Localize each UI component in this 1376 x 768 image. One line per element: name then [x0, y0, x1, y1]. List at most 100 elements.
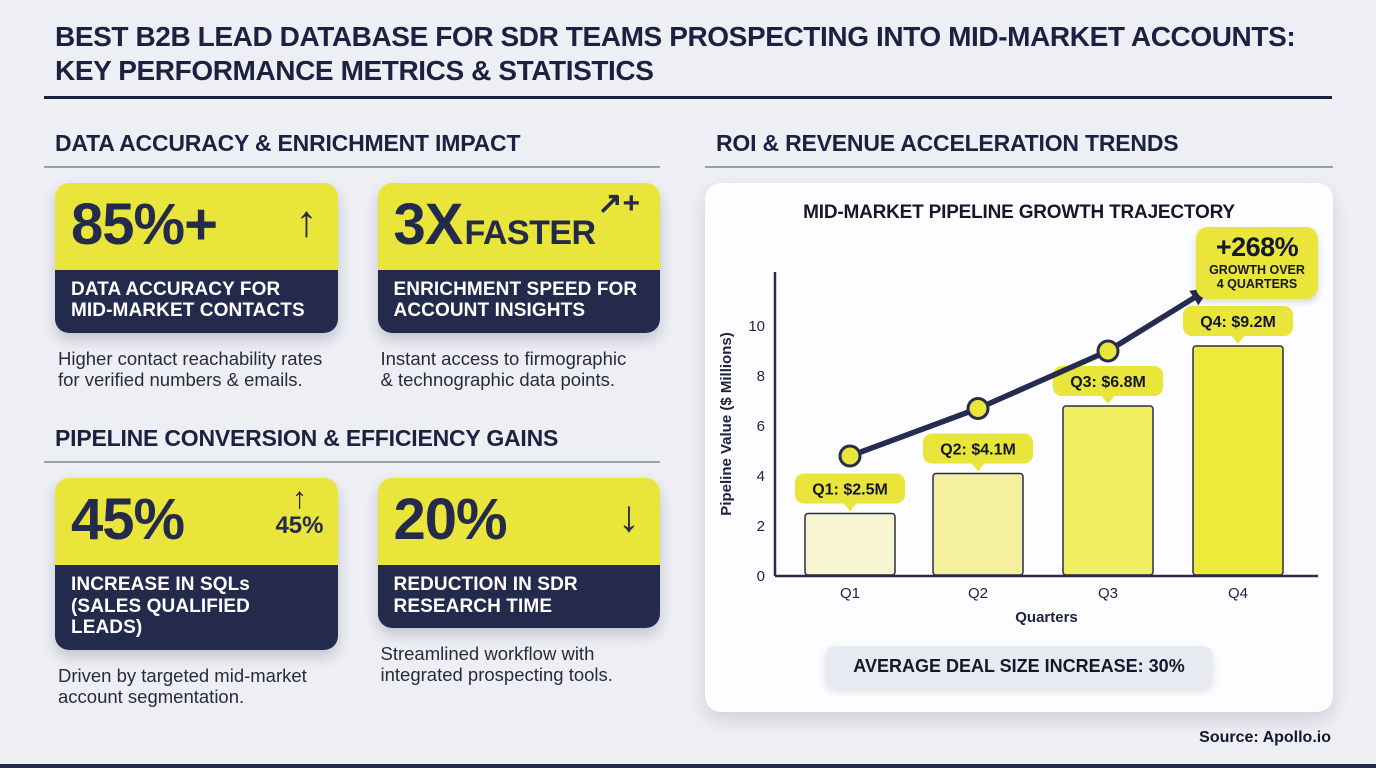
bar-q4 [1192, 345, 1284, 576]
desc-line2: & technographic data points. [380, 369, 616, 391]
section-heading-pipeline-conversion: PIPELINE CONVERSION & EFFICIENCY GAINS [55, 425, 559, 452]
page-title: BEST B2B LEAD DATABASE FOR SDR TEAMS PRO… [55, 20, 1345, 87]
left-column: DATA ACCURACY & ENRICHMENT IMPACT 85%+ ↑… [44, 128, 660, 707]
section-heading-data-accuracy: DATA ACCURACY & ENRICHMENT IMPACT [55, 130, 521, 156]
y-tick-label: 8 [757, 368, 765, 385]
stat-card-data-accuracy: 85%+ ↑ DATA ACCURACY FOR MID-MARKET CONT… [55, 183, 338, 333]
bubble-tail [1101, 395, 1115, 404]
bar-value-bubble-q1 [794, 473, 906, 504]
chart-panel: 0 2 4 6 8 10 Pipeline Value ($ Millions) Q1 Q1: … [705, 183, 1333, 712]
stat-label-line1: REDUCTION IN SDR [393, 574, 578, 596]
section-divider [44, 166, 660, 168]
card-cell-sql-increase: 45% ↑ 45% INCREASE IN SQLs (SALES QUALIF… [55, 478, 338, 707]
stat-card-top: 3XFASTER ↗+ [377, 183, 660, 270]
stat-card-description: Higher contact reachability rates for ve… [58, 348, 338, 390]
stat-card-label: DATA ACCURACY FOR MID-MARKET CONTACTS [55, 270, 338, 333]
y-tick-label: 0 [757, 568, 765, 585]
stat-label-line2: ACCOUNT INSIGHTS [393, 300, 586, 322]
x-tick-label: Q4 [1228, 585, 1248, 602]
stat-value-suffix: FASTER [464, 214, 596, 252]
stat-value: 3X [393, 192, 464, 257]
stat-card-label: REDUCTION IN SDR RESEARCH TIME [377, 565, 660, 629]
chart-title: MID-MARKET PIPELINE GROWTH TRAJECTORY [803, 202, 1235, 223]
desc-line1: Streamlined workflow with [380, 643, 595, 665]
arrow-up-icon: ↑ [295, 197, 318, 246]
stat-label-line1: INCREASE IN SQLs [71, 574, 250, 596]
y-tick-label: 10 [748, 318, 765, 335]
growth-callout: +268% GROWTH OVER 4 QUARTERS [1196, 227, 1318, 299]
stat-card-enrichment-speed: 3XFASTER ↗+ ENRICHMENT SPEED FOR ACCOUNT… [377, 183, 660, 333]
trend-marker-q1 [838, 444, 862, 468]
page-title-line1: BEST B2B LEAD DATABASE FOR SDR TEAMS PRO… [55, 21, 1296, 52]
bar-value-label: Q1: $2.5M [812, 482, 888, 499]
stat-card-label: INCREASE IN SQLs (SALES QUALIFIED LEADS) [55, 565, 338, 650]
stat-value: 45% [71, 487, 185, 553]
trend-marker-q2 [966, 397, 990, 420]
stat-label-line2: MID-MARKET CONTACTS [71, 300, 305, 322]
title-divider [44, 96, 1332, 99]
bubble-tail [1231, 335, 1245, 344]
arrow-glyph: ↑ [291, 482, 307, 516]
card-cell-research-time: 20% ↓ REDUCTION IN SDR RESEARCH TIME Str… [377, 478, 661, 707]
y-tick-label: 2 [757, 518, 765, 535]
section-data-accuracy: DATA ACCURACY & ENRICHMENT IMPACT 85%+ ↑… [44, 130, 660, 390]
x-tick-label: Q3 [1098, 585, 1118, 602]
card-cell-data-accuracy: 85%+ ↑ DATA ACCURACY FOR MID-MARKET CONT… [55, 183, 338, 390]
stat-label-line1: DATA ACCURACY FOR [71, 279, 281, 300]
bubble-tail [971, 462, 985, 472]
desc-line1: Driven by targeted mid-market [58, 664, 307, 686]
bar-value-label: Q4: $9.2M [1200, 314, 1276, 331]
bubble-tail [843, 502, 857, 512]
x-tick-label: Q1 [840, 585, 860, 602]
stat-card-research-time: 20% ↓ REDUCTION IN SDR RESEARCH TIME [377, 478, 660, 629]
deal-size-banner: AVERAGE DEAL SIZE INCREASE: 30% [825, 646, 1213, 687]
desc-line1: Instant access to firmographic [380, 347, 627, 369]
source-attribution: Source: Apollo.io [1199, 729, 1331, 746]
bar-q1 [804, 512, 896, 576]
y-tick-label: 6 [757, 418, 765, 435]
callout-line1: GROWTH OVER [1209, 263, 1305, 277]
stat-card-description: Driven by targeted mid-market account se… [58, 665, 338, 707]
stat-label-line2: (SALES QUALIFIED LEADS) [71, 595, 250, 639]
x-tick-label: Q2 [968, 585, 988, 602]
stat-card-sql-increase: 45% ↑ 45% INCREASE IN SQLs (SALES QUALIF… [55, 478, 338, 650]
stat-card-top: 45% ↑ 45% [55, 478, 338, 566]
section-heading-roi: ROI & REVENUE ACCELERATION TRENDS [716, 130, 1179, 156]
arrow-up-icon: ↑ 45% [275, 484, 323, 538]
growth-callout-value: +268% [1215, 232, 1299, 262]
bar-q3 [1062, 405, 1154, 576]
callout-line2: 4 QUARTERS [1216, 277, 1298, 292]
pipeline-growth-chart: 0 2 4 6 8 10 Pipeline Value ($ Millions) Q1 Q1: … [718, 272, 1318, 626]
bar-value-bubble-q3 [1052, 366, 1164, 396]
stat-card-top: 20% ↓ [377, 478, 660, 566]
trend-line [847, 291, 1203, 459]
card-cell-enrichment-speed: 3XFASTER ↗+ ENRICHMENT SPEED FOR ACCOUNT… [377, 183, 661, 390]
stat-card-label: ENRICHMENT SPEED FOR ACCOUNT INSIGHTS [377, 270, 660, 333]
section-divider [44, 461, 660, 464]
y-axis-label: Pipeline Value ($ Millions) [718, 332, 735, 515]
desc-line2: account segmentation. [58, 685, 245, 707]
desc-line2: for verified numbers & emails. [58, 369, 303, 391]
stat-card-description: Instant access to firmographic & technog… [381, 348, 661, 390]
growth-callout-caption: GROWTH OVER 4 QUARTERS [1200, 263, 1314, 292]
stat-card-top: 85%+ ↑ [55, 183, 338, 270]
bar-value-bubble-q4 [1182, 306, 1294, 336]
bar-value-label: Q3: $6.8M [1070, 374, 1146, 391]
trend-marker-q3 [1096, 339, 1120, 363]
right-column: ROI & REVENUE ACCELERATION TRENDS 0 2 4 6 8 1… [705, 128, 1333, 747]
section-pipeline-conversion: PIPELINE CONVERSION & EFFICIENCY GAINS 4… [44, 425, 660, 707]
bar-value-bubble-q2 [922, 433, 1034, 464]
desc-line1: Higher contact reachability rates [58, 347, 323, 369]
bar-q2 [932, 472, 1024, 576]
stat-label-line2: RESEARCH TIME [393, 595, 553, 617]
arrow-up-right-plus-icon: ↗+ [597, 187, 640, 220]
page-title-line2: KEY PERFORMANCE METRICS & STATISTICS [55, 54, 654, 86]
stat-card-description: Streamlined workflow with integrated pro… [381, 643, 661, 685]
cards-row-pipeline-conversion: 45% ↑ 45% INCREASE IN SQLs (SALES QUALIF… [55, 478, 660, 707]
arrow-down-icon: ↓ [618, 492, 640, 542]
bar-value-label: Q2: $4.1M [940, 442, 1016, 459]
arrow-caption: 45% [275, 512, 324, 540]
x-axis-label: Quarters [1015, 609, 1078, 626]
y-tick-label: 4 [757, 468, 765, 485]
cards-row-data-accuracy: 85%+ ↑ DATA ACCURACY FOR MID-MARKET CONT… [55, 183, 660, 390]
